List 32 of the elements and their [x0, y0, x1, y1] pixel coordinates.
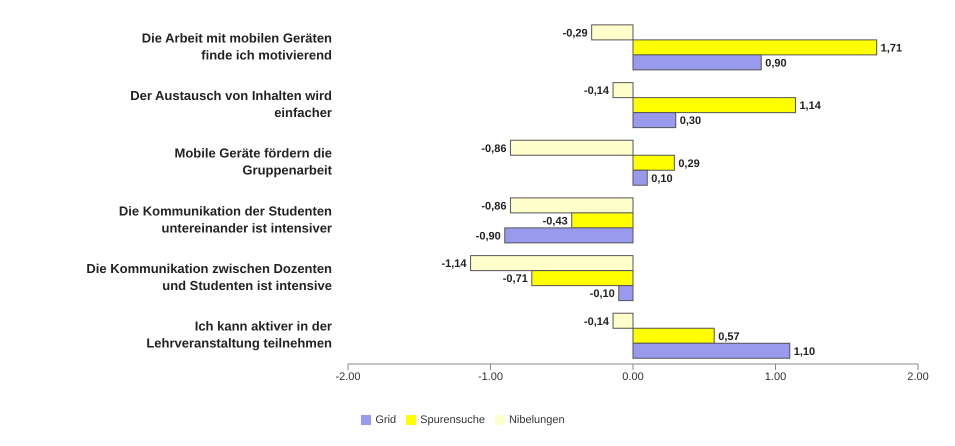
legend-label: Spurensuche — [420, 414, 485, 426]
y-tick-label: Die Kommunikation der Studenten untereinander ist intensiver — [118, 203, 332, 236]
y-tick-label: Die Arbeit mit mobilen Geräten finde ich motivierend — [142, 30, 332, 62]
x-tick-label: 0.00 — [622, 370, 644, 383]
y-tick-label: Die Kommunikation zwischen Dozenten und Studenten ist intensive — [86, 261, 332, 293]
data-label: -0,90 — [476, 230, 501, 242]
x-tick-label: -2.00 — [335, 370, 361, 383]
x-tick-label: 2.00 — [907, 370, 929, 383]
data-label: -0,86 — [481, 200, 506, 212]
data-label: 1,71 — [880, 42, 902, 54]
data-label: -0,10 — [590, 288, 615, 300]
data-label: -0,86 — [481, 142, 506, 155]
x-tick-label: 1.00 — [764, 370, 786, 383]
data-label: -0,29 — [562, 27, 588, 40]
data-label: 0,10 — [651, 172, 673, 185]
data-label: 1,10 — [794, 346, 816, 358]
y-tick-label: Ich kann aktiver in der Lehrveranstaltung teilnehmen — [146, 318, 332, 351]
data-label: 0,57 — [718, 330, 740, 343]
x-tick-label: -1.00 — [478, 370, 504, 383]
data-label: 0,30 — [680, 115, 702, 128]
legend-label: Grid — [375, 414, 396, 426]
data-label: -1,14 — [441, 258, 468, 270]
data-label: 0,29 — [678, 158, 700, 170]
data-label: 0,90 — [765, 57, 787, 70]
y-tick-label: Der Austausch von Inhalten wird einfacher — [130, 88, 332, 120]
data-label: 1,14 — [799, 100, 822, 112]
y-tick-label: Mobile Geräte fördern die Gruppenarbeit — [174, 146, 333, 178]
data-label: -0,14 — [584, 316, 610, 328]
data-label: -0,71 — [502, 273, 528, 286]
legend-label: Nibelungen — [508, 414, 565, 426]
data-label: -0,14 — [584, 85, 610, 98]
data-label: -0,43 — [542, 215, 568, 228]
